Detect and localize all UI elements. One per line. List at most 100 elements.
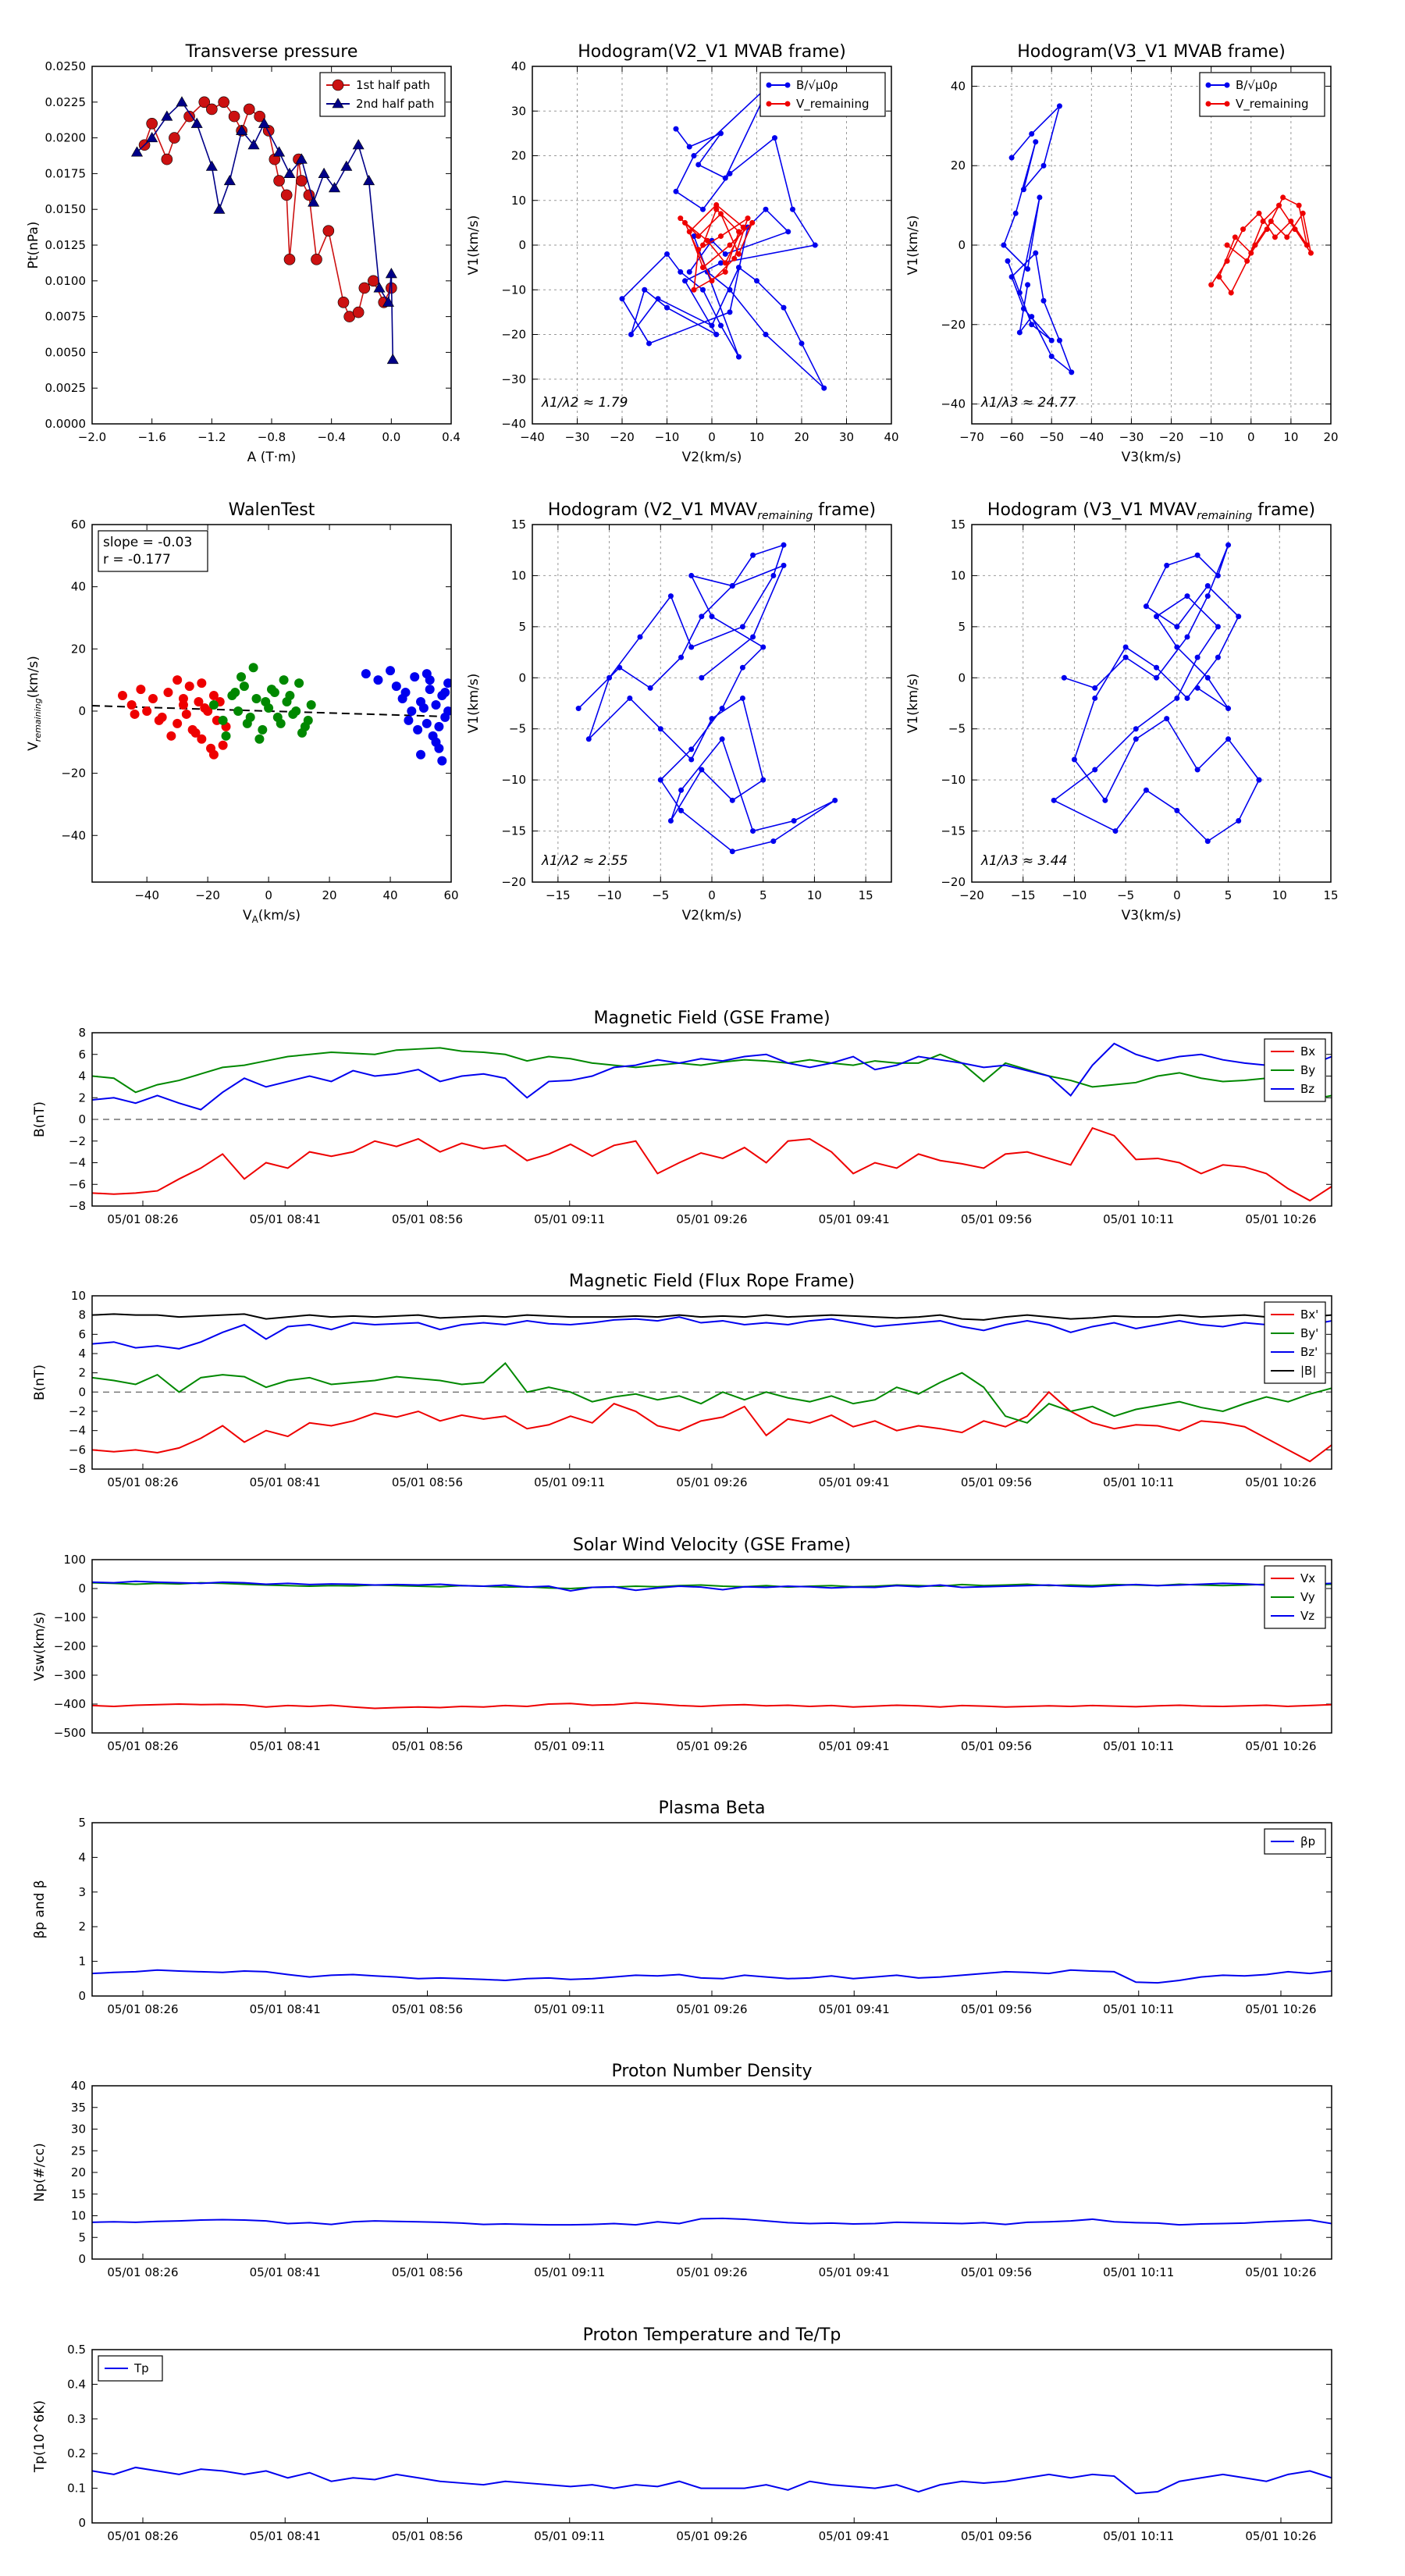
x-tick-label: 05/01 08:41 [250, 1212, 321, 1226]
x-tick-label: 05/01 08:56 [392, 2265, 463, 2279]
data-point [1040, 297, 1047, 304]
data-point [337, 296, 350, 308]
x-tick-label: 05/01 10:26 [1245, 2265, 1316, 2279]
data-point [1005, 258, 1011, 264]
chart-title: Hodogram(V2_V1 MVAB frame) [578, 42, 846, 62]
data-point [739, 695, 745, 701]
y-tick-label: −6 [69, 1177, 86, 1191]
x-tick-label: 30 [839, 430, 854, 444]
data-point [1048, 353, 1055, 359]
y-axis-label: B(nT) [32, 1364, 48, 1400]
data-point [1204, 583, 1211, 589]
data-point [1225, 542, 1232, 548]
x-tick-label: 05/01 09:41 [819, 2002, 890, 2016]
chart-title: Proton Number Density [612, 2062, 813, 2081]
x-tick-label: 05/01 08:56 [392, 2529, 463, 2543]
data-point [233, 706, 244, 716]
y-tick-label: 20 [511, 149, 526, 163]
chart-5: Hodogram (V3_V1 MVAVremaining frame)−20−… [905, 500, 1339, 923]
y-tick-label: 6 [78, 1048, 86, 1062]
y-tick-label: −20 [501, 875, 526, 889]
data-point [373, 675, 383, 685]
y-tick-label: 4 [78, 1069, 86, 1083]
data-point [729, 849, 735, 855]
legend-label: Bz [1300, 1082, 1314, 1096]
y-axis-label: Vremaining(km/s) [26, 656, 43, 751]
chart-title: Hodogram (V3_V1 MVAVremaining frame) [987, 500, 1315, 522]
x-tick-label: 10 [1272, 888, 1287, 902]
data-point [1264, 226, 1270, 233]
data-point [205, 160, 218, 171]
legend-marker [784, 101, 791, 107]
x-tick-label: 05/01 09:11 [534, 2002, 605, 2016]
y-tick-label: 10 [71, 1289, 86, 1303]
legend-label: Bx [1300, 1044, 1315, 1059]
data-point [1056, 337, 1062, 343]
data-point [261, 697, 271, 707]
data-point [407, 706, 417, 716]
data-point [1184, 634, 1190, 640]
data-point [1260, 218, 1266, 224]
data-point [236, 124, 248, 135]
data-point [247, 139, 260, 150]
data-point [686, 144, 692, 150]
series-line [578, 543, 836, 852]
data-point [682, 278, 688, 284]
series-line [92, 1702, 1332, 1710]
data-point [750, 828, 756, 834]
legend-marker [766, 101, 772, 107]
chart-title: Solar Wind Velocity (GSE Frame) [573, 1535, 851, 1555]
data-point [166, 731, 176, 741]
data-point [722, 260, 728, 266]
data-point [729, 583, 735, 589]
data-point [718, 211, 724, 217]
data-point [688, 572, 695, 578]
data-point [303, 715, 313, 725]
legend-marker [332, 79, 344, 91]
data-point [239, 681, 249, 692]
x-tick-label: 05/01 09:56 [961, 1475, 1032, 1489]
y-tick-label: −40 [941, 397, 966, 411]
x-tick-label: 05/01 09:56 [961, 1212, 1032, 1226]
data-point [184, 681, 194, 692]
data-point [1037, 194, 1043, 201]
data-point [617, 664, 623, 671]
x-tick-label: 15 [859, 888, 873, 902]
data-point [1143, 603, 1149, 610]
series-0 [92, 1969, 1332, 1984]
series-line [92, 2466, 1332, 2495]
x-tick-label: 05/01 09:41 [819, 2529, 890, 2543]
data-point [1194, 685, 1200, 691]
data-point [704, 237, 710, 244]
y-tick-label: −5 [509, 722, 526, 736]
data-point [117, 691, 127, 701]
data-point [254, 110, 265, 123]
data-point [688, 746, 695, 753]
y-tick-label: 0.0100 [45, 274, 87, 288]
y-tick-label: −20 [941, 318, 966, 332]
data-point [248, 663, 258, 673]
y-tick-label: 20 [71, 642, 86, 656]
y-tick-label: 0 [78, 2516, 86, 2530]
data-point [382, 296, 395, 307]
x-tick-label: 05/01 09:26 [676, 2529, 747, 2543]
data-point [176, 96, 188, 107]
x-tick-label: −0.8 [258, 430, 286, 444]
y-tick-label: −40 [61, 828, 86, 842]
data-point [1215, 572, 1221, 578]
data-point [1272, 234, 1278, 240]
data-point [223, 174, 236, 186]
data-point [431, 737, 441, 747]
y-tick-label: 5 [518, 620, 526, 634]
x-tick-label: 0.4 [442, 430, 461, 444]
data-point [404, 715, 414, 725]
chart-title: Hodogram(V3_V1 MVAB frame) [1017, 42, 1286, 62]
legend-box [759, 72, 886, 117]
data-point [181, 709, 191, 719]
data-point [154, 715, 164, 725]
data-point [646, 340, 652, 347]
series-1 [1208, 194, 1314, 296]
data-point [161, 153, 173, 165]
data-point [1154, 614, 1160, 620]
data-point [208, 749, 219, 760]
